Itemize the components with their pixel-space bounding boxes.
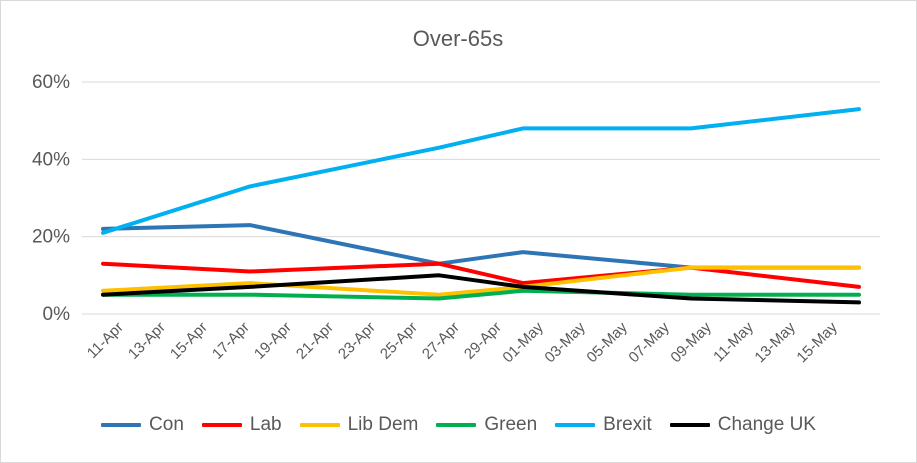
x-tick-label: 27-Apr: [419, 319, 463, 363]
x-tick-label: 09-May: [667, 318, 715, 366]
legend-item-con: Con: [101, 414, 184, 436]
series-line-lab: [101, 261, 861, 289]
legend-item-lab: Lab: [201, 414, 282, 436]
legend-label: Brexit: [603, 414, 652, 435]
series-line-lib-dem: [101, 265, 861, 297]
x-tick-label: 19-Apr: [251, 319, 295, 363]
legend-item-brexit: Brexit: [555, 414, 652, 436]
x-tick-label: 07-May: [625, 318, 673, 366]
x-tick-label: 23-Apr: [335, 319, 379, 363]
series-line-change-uk: [101, 273, 861, 305]
legend-swatch: [555, 423, 596, 427]
legend-item-green: Green: [436, 414, 537, 436]
chart-title: Over-65s: [413, 26, 503, 51]
x-tick-label: 13-May: [751, 318, 799, 366]
x-tick-label: 15-Apr: [167, 319, 211, 363]
y-axis: 0% 20% 40% 60%: [32, 72, 70, 325]
x-tick-label: 03-May: [541, 318, 589, 366]
x-tick-label: 01-May: [499, 318, 547, 366]
x-tick-label: 17-Apr: [209, 319, 253, 363]
legend-label: Con: [149, 414, 184, 435]
x-tick-label: 11-Apr: [84, 319, 127, 362]
x-tick-label: 05-May: [583, 318, 631, 366]
legend-item-lib-dem: Lib Dem: [299, 414, 419, 436]
legend-swatch: [669, 423, 710, 427]
legend-swatch: [436, 423, 477, 427]
legend-label: Lab: [249, 414, 282, 435]
x-tick-label: 13-Apr: [125, 319, 169, 363]
legend-swatch: [101, 423, 142, 427]
gridlines: [82, 81, 880, 315]
series-line-con: [101, 223, 861, 270]
legend-swatch: [201, 423, 242, 427]
y-tick-label: 20%: [32, 227, 70, 248]
x-tick-label: 15-May: [793, 318, 841, 366]
series-line-green: [101, 288, 861, 301]
x-tick-label: 25-Apr: [377, 319, 421, 363]
y-tick-label: 40%: [32, 149, 70, 170]
legend-label: Green: [484, 414, 538, 435]
x-tick-label: 29-Apr: [461, 319, 505, 363]
legend-swatch: [299, 423, 340, 427]
legend-item-change-uk: Change UK: [669, 414, 816, 436]
x-tick-label: 21-Apr: [293, 319, 337, 363]
y-tick-label: 0%: [43, 304, 71, 325]
series-line-brexit: [101, 107, 861, 235]
legend-label: Lib Dem: [347, 414, 419, 435]
x-axis: 11-Apr13-Apr15-Apr17-Apr19-Apr21-Apr23-A…: [84, 318, 841, 366]
legend: Con Lab Lib Dem Green Brexit Change UK: [0, 410, 917, 440]
y-tick-label: 60%: [32, 72, 70, 93]
legend-label: Change UK: [717, 414, 816, 435]
series-lines: [101, 107, 861, 305]
x-tick-label: 11-May: [710, 318, 757, 365]
